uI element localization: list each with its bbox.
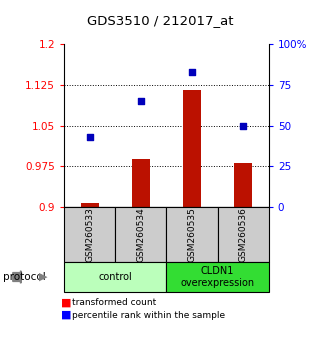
Point [138, 98, 143, 104]
Text: ■: ■ [61, 310, 71, 320]
Text: transformed count: transformed count [72, 298, 156, 307]
Bar [183, 90, 201, 207]
Point [189, 69, 195, 75]
Text: ■: ■ [61, 298, 71, 308]
Text: GDS3510 / 212017_at: GDS3510 / 212017_at [87, 14, 233, 27]
Text: control: control [98, 272, 132, 282]
Bar [132, 159, 150, 207]
Text: CLDN1
overexpression: CLDN1 overexpression [180, 266, 255, 288]
Text: protocol: protocol [3, 272, 46, 282]
Text: GSM260534: GSM260534 [136, 207, 145, 262]
Bar [81, 203, 99, 207]
Text: percentile rank within the sample: percentile rank within the sample [72, 310, 225, 320]
Point [241, 123, 246, 129]
Text: GSM260535: GSM260535 [188, 207, 196, 262]
Text: GSM260533: GSM260533 [85, 207, 94, 262]
Text: GSM260536: GSM260536 [239, 207, 248, 262]
FancyArrow shape [13, 271, 26, 283]
Text: ▶: ▶ [39, 272, 47, 282]
Point [87, 134, 92, 140]
Bar [234, 162, 252, 207]
